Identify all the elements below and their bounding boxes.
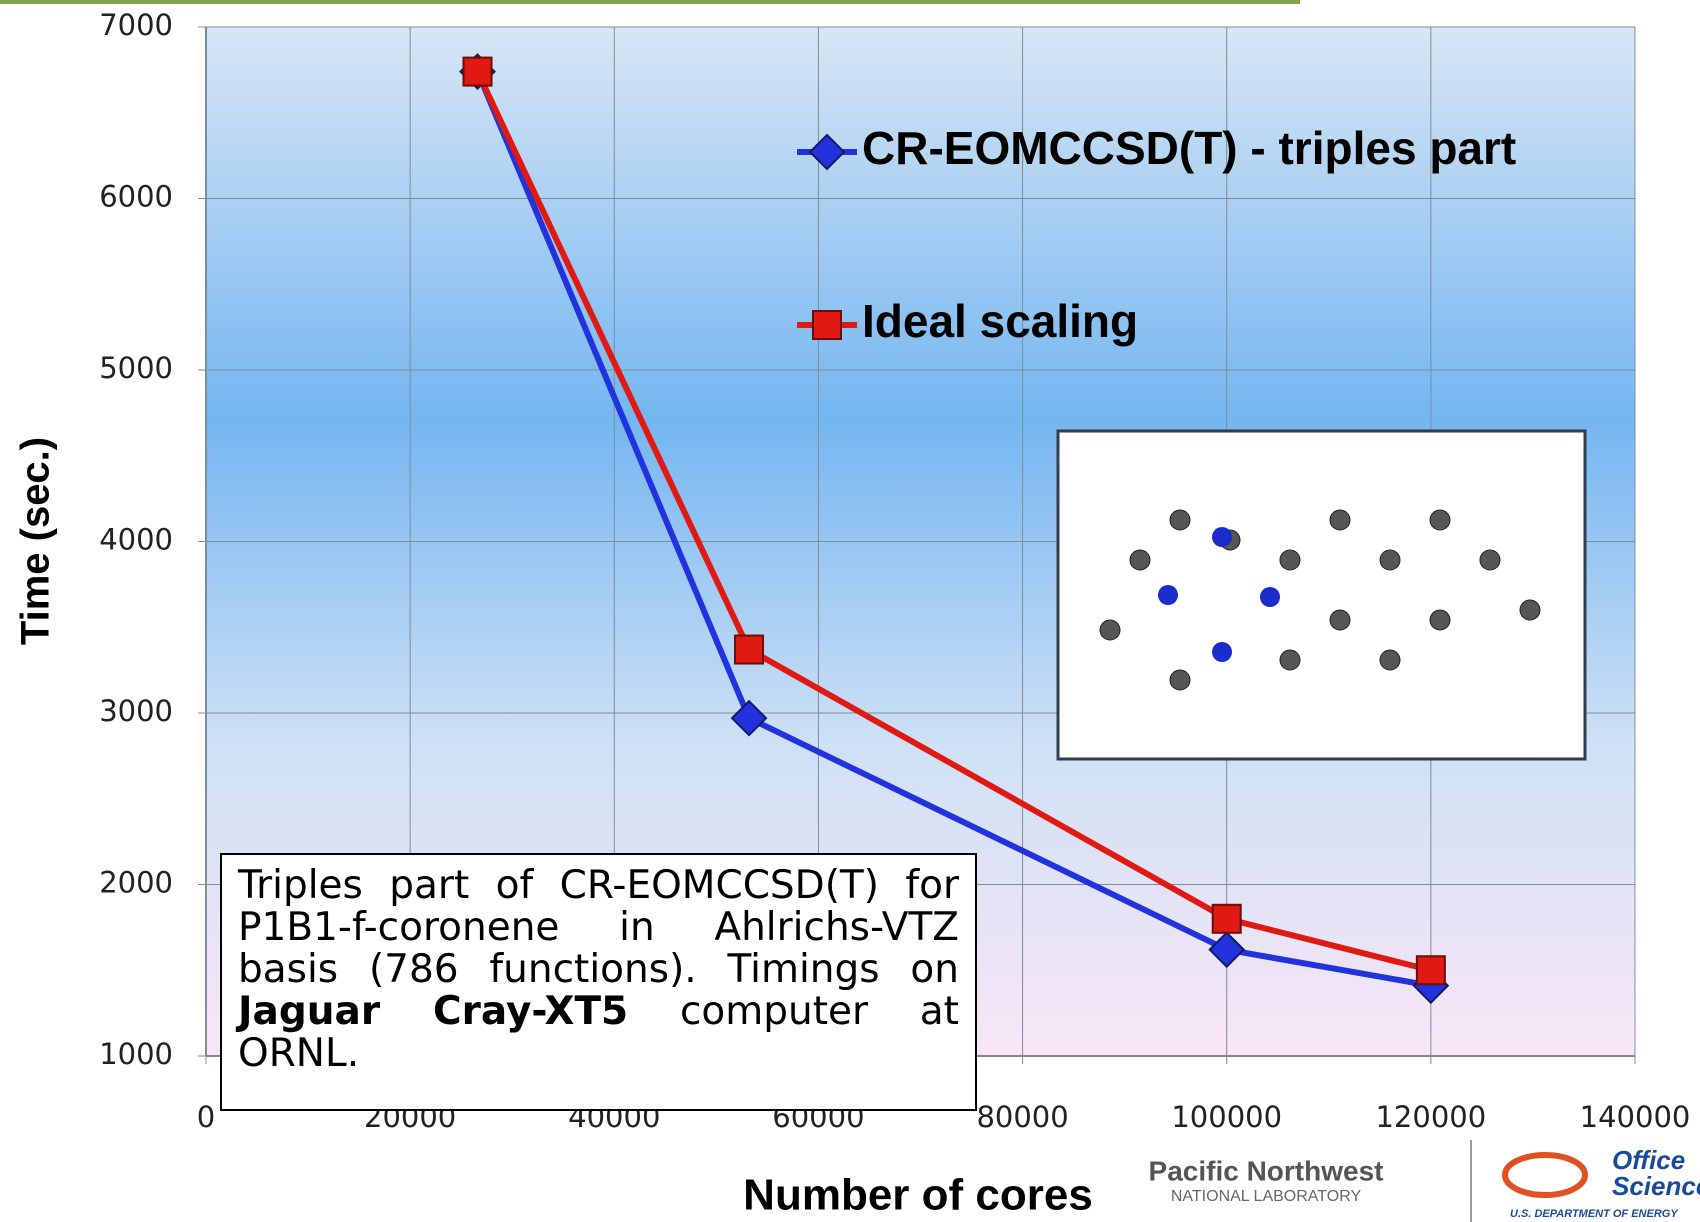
logo-icon — [1505, 1155, 1585, 1195]
data-point — [464, 58, 492, 86]
x-axis-label: Number of cores — [743, 1171, 1093, 1220]
annotation: Triples part of CR-EOMCCSD(T) for P1B1-f… — [220, 853, 977, 1111]
legend-label: Ideal scaling — [862, 295, 1138, 347]
x-tick-label: 100000 — [1171, 1100, 1282, 1134]
logo-text: Pacific Northwest — [1149, 1155, 1384, 1186]
data-point — [1213, 905, 1241, 933]
logo-text: U.S. DEPARTMENT OF ENERGY — [1510, 1208, 1679, 1220]
y-tick-label: 6000 — [99, 180, 173, 214]
legend-marker — [813, 311, 841, 339]
x-tick-label: 120000 — [1375, 1100, 1486, 1134]
y-tick-label: 4000 — [99, 523, 173, 557]
y-tick-label: 1000 — [99, 1037, 173, 1071]
x-tick-label: 80000 — [976, 1100, 1068, 1134]
y-tick-label: 3000 — [99, 694, 173, 728]
annotation-bold: Jaguar Cray-XT5 — [238, 989, 628, 1034]
annotation-text: Triples part of CR-EOMCCSD(T) for P1B1-f… — [238, 863, 959, 992]
y-axis-label: Time (sec.) — [14, 437, 58, 645]
header-bar — [0, 0, 1300, 4]
data-point — [735, 636, 763, 664]
legend-label: CR-EOMCCSD(T) - triples part — [862, 122, 1516, 174]
logo-text: NATIONAL LABORATORY — [1171, 1188, 1362, 1205]
molecule-image — [1058, 431, 1585, 759]
logo-text: Science — [1612, 1171, 1700, 1201]
x-tick-label: 0 — [197, 1100, 215, 1134]
y-tick-label: 7000 — [99, 8, 173, 42]
y-tick-label: 2000 — [99, 866, 173, 900]
x-tick-label: 140000 — [1580, 1100, 1691, 1134]
y-tick-label: 5000 — [99, 351, 173, 385]
page: CR-EOMCCSD(T) - triples part Ideal scalin… — [0, 0, 1700, 1222]
data-point — [1417, 956, 1445, 984]
